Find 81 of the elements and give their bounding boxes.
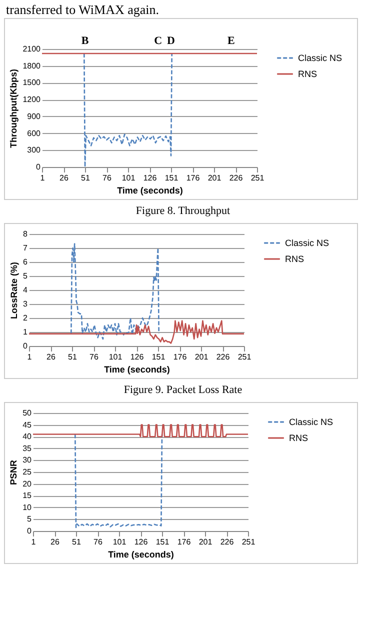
y-tick-label: 900 bbox=[27, 112, 42, 121]
x-tick-label: 101 bbox=[112, 538, 127, 546]
y-tick-label: 300 bbox=[27, 146, 42, 155]
caption: Figure 9. Packet Loss Rate bbox=[122, 384, 244, 396]
y-tick-label: 0 bbox=[27, 526, 32, 536]
x-tick-label: 101 bbox=[108, 352, 123, 362]
y-tick-label: 40 bbox=[22, 432, 32, 442]
y-tick-label: 1500 bbox=[22, 78, 42, 88]
x-tick-label: 26 bbox=[50, 538, 60, 546]
y-axis-title: PSNR bbox=[8, 460, 19, 486]
x-tick-label: 226 bbox=[229, 174, 244, 182]
x-tick-label: 26 bbox=[60, 174, 69, 182]
x-tick-label: 26 bbox=[46, 352, 56, 362]
x-axis-title: Time (seconds) bbox=[108, 550, 174, 560]
x-tick-label: 51 bbox=[72, 538, 82, 546]
x-tick-label: 201 bbox=[208, 174, 222, 182]
y-tick-label: 50 bbox=[22, 408, 32, 418]
x-tick-label: 76 bbox=[90, 352, 99, 362]
y-tick-label: 2100 bbox=[22, 44, 42, 54]
y-tick-label: 1800 bbox=[22, 61, 42, 70]
x-tick-label: 126 bbox=[134, 538, 148, 546]
y-axis-title: LossRate (%) bbox=[9, 262, 20, 320]
legend-label: RNS bbox=[298, 69, 318, 79]
x-tick-label: 101 bbox=[122, 174, 136, 182]
y-tick-label: 0 bbox=[23, 342, 28, 350]
caption: Figure 8. Throughput bbox=[134, 205, 232, 217]
x-axis-title: Time (seconds) bbox=[117, 186, 183, 196]
y-tick-label: 1200 bbox=[22, 95, 42, 104]
line-series bbox=[83, 52, 173, 168]
x-tick-label: 251 bbox=[242, 538, 256, 546]
y-tick-label: 1 bbox=[23, 328, 28, 336]
x-tick-label: 251 bbox=[250, 174, 265, 182]
x-tick-label: 176 bbox=[173, 352, 188, 362]
x-tick-label: 226 bbox=[220, 538, 234, 546]
y-tick-label: 0 bbox=[36, 162, 42, 172]
legend-label: RNS bbox=[289, 433, 308, 443]
x-axis-title: Time (seconds) bbox=[104, 364, 170, 374]
x-tick-label: 176 bbox=[177, 538, 192, 546]
line-series bbox=[28, 320, 245, 344]
y-tick-label: 7 bbox=[23, 244, 28, 252]
y-tick-label: 5 bbox=[23, 272, 28, 280]
chart-subtitle: transferred to WiMAX again. bbox=[5, 1, 160, 17]
legend-label: Classic NS bbox=[298, 53, 342, 63]
legend-label: Classic NS bbox=[285, 238, 330, 248]
x-tick-label: 76 bbox=[102, 174, 112, 182]
y-tick-label: 20 bbox=[22, 479, 32, 488]
annotation: D bbox=[167, 35, 176, 47]
x-tick-label: 151 bbox=[152, 352, 166, 362]
x-tick-label: 151 bbox=[156, 538, 170, 546]
x-tick-label: 126 bbox=[143, 174, 158, 182]
y-tick-label: 600 bbox=[27, 128, 42, 138]
y-axis-title: Throughput(Kbps) bbox=[8, 69, 19, 148]
x-tick-label: 151 bbox=[164, 174, 179, 182]
y-tick-label: 4 bbox=[23, 286, 28, 294]
annotation: E bbox=[228, 35, 235, 47]
line-series bbox=[74, 434, 163, 528]
y-tick-label: 30 bbox=[22, 456, 32, 465]
x-tick-label: 51 bbox=[81, 174, 90, 182]
y-tick-label: 2 bbox=[23, 314, 28, 322]
line-series bbox=[70, 243, 160, 340]
x-tick-label: 226 bbox=[216, 352, 230, 362]
y-tick-label: 6 bbox=[23, 258, 28, 266]
y-tick-label: 3 bbox=[23, 300, 28, 308]
x-tick-label: 126 bbox=[130, 352, 144, 362]
y-tick-label: 10 bbox=[22, 502, 32, 512]
legend-label: RNS bbox=[285, 254, 304, 264]
x-tick-label: 201 bbox=[194, 352, 209, 362]
x-tick-label: 176 bbox=[186, 174, 200, 182]
x-tick-label: 201 bbox=[198, 538, 213, 546]
y-tick-label: 45 bbox=[22, 420, 32, 430]
x-tick-label: 251 bbox=[238, 352, 252, 362]
y-tick-label: 25 bbox=[22, 468, 32, 476]
y-tick-label: 35 bbox=[22, 444, 32, 453]
y-tick-label: 15 bbox=[22, 491, 32, 500]
legend-label: Classic NS bbox=[289, 417, 334, 427]
x-tick-label: 76 bbox=[94, 538, 103, 546]
y-tick-label: 8 bbox=[23, 230, 28, 238]
annotation: B bbox=[81, 35, 90, 47]
annotation: C bbox=[154, 35, 162, 47]
x-tick-label: 51 bbox=[68, 352, 78, 362]
y-tick-label: 5 bbox=[27, 514, 32, 524]
